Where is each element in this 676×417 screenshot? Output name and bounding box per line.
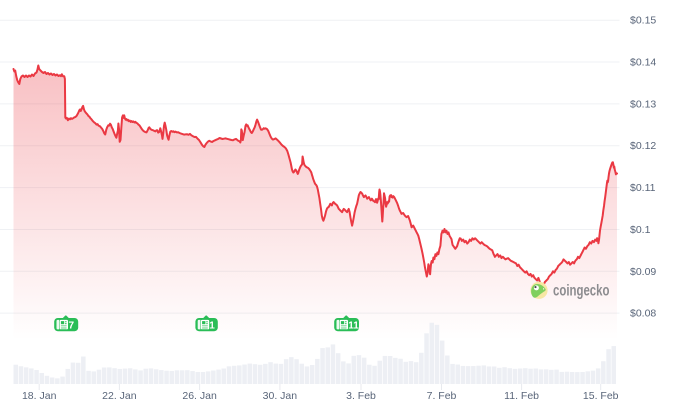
svg-text:7: 7	[69, 320, 75, 331]
svg-text:$0.15: $0.15	[630, 15, 656, 27]
svg-text:$0.12: $0.12	[630, 140, 656, 152]
svg-text:$0.13: $0.13	[630, 98, 656, 110]
svg-text:$0.14: $0.14	[630, 57, 656, 69]
svg-text:$0.11: $0.11	[630, 182, 656, 194]
svg-text:11. Feb: 11. Feb	[504, 390, 539, 402]
svg-text:1: 1	[209, 320, 215, 331]
svg-text:22. Jan: 22. Jan	[102, 390, 137, 402]
svg-text:coingecko: coingecko	[553, 283, 610, 300]
svg-text:$0.1: $0.1	[630, 224, 651, 236]
svg-text:18. Jan: 18. Jan	[22, 390, 57, 402]
svg-text:26. Jan: 26. Jan	[182, 390, 217, 402]
svg-text:30. Jan: 30. Jan	[263, 390, 298, 402]
svg-text:$0.08: $0.08	[630, 308, 656, 320]
svg-text:11: 11	[348, 320, 359, 331]
svg-text:3. Feb: 3. Feb	[346, 390, 376, 402]
svg-text:7. Feb: 7. Feb	[427, 390, 457, 402]
svg-text:15. Feb: 15. Feb	[583, 390, 619, 402]
svg-text:$0.09: $0.09	[630, 266, 656, 278]
